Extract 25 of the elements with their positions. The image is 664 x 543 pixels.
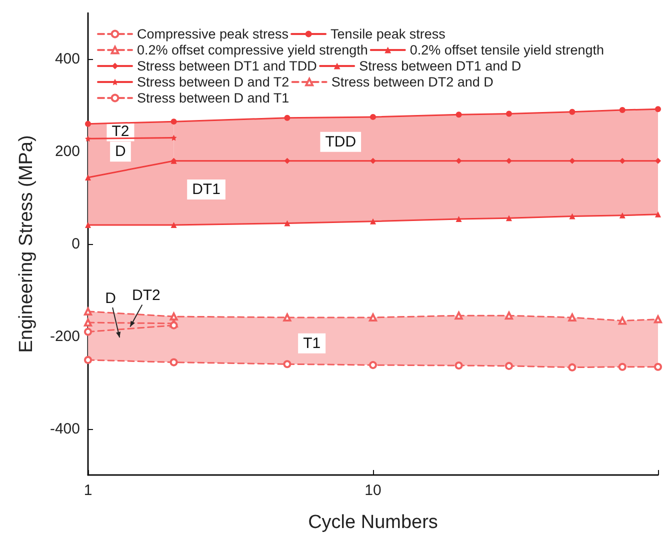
y-tick-label: 200	[54, 143, 80, 160]
y-tick-label: -400	[50, 420, 80, 438]
annotation: D	[115, 143, 126, 160]
annotation: T2	[112, 122, 130, 140]
annotation: DT2	[132, 287, 160, 304]
legend-label: Tensile peak stress	[330, 26, 446, 42]
y-axis-title: Engineering Stress (MPa)	[16, 135, 37, 353]
annotation: DT1	[192, 180, 220, 198]
annotation: D	[105, 290, 116, 308]
annotation: TDD	[325, 133, 356, 150]
annotation: T1	[303, 334, 321, 352]
legend-label: Stress between DT1 and D	[359, 58, 522, 74]
legend-label: Stress between DT1 and TDD	[137, 58, 318, 74]
legend-label: Compressive peak stress	[137, 26, 289, 42]
x-tick-label: 10	[364, 482, 382, 499]
legend-label: 0.2% offset compressive yield strength	[137, 42, 368, 58]
x-tick-label: 1	[84, 482, 92, 499]
y-tick-label: 400	[54, 50, 80, 68]
legend-label: Stress between D and T2	[137, 74, 290, 90]
y-tick-label: 0	[72, 236, 80, 252]
legend-label: 0.2% offset tensile yield strength	[410, 42, 604, 58]
x-axis-title: Cycle Numbers	[308, 512, 438, 533]
y-tick-label: -200	[50, 328, 80, 345]
legend-label: Stress between DT2 and D	[331, 74, 494, 90]
legend-label: Stress between D and T1	[137, 90, 290, 106]
